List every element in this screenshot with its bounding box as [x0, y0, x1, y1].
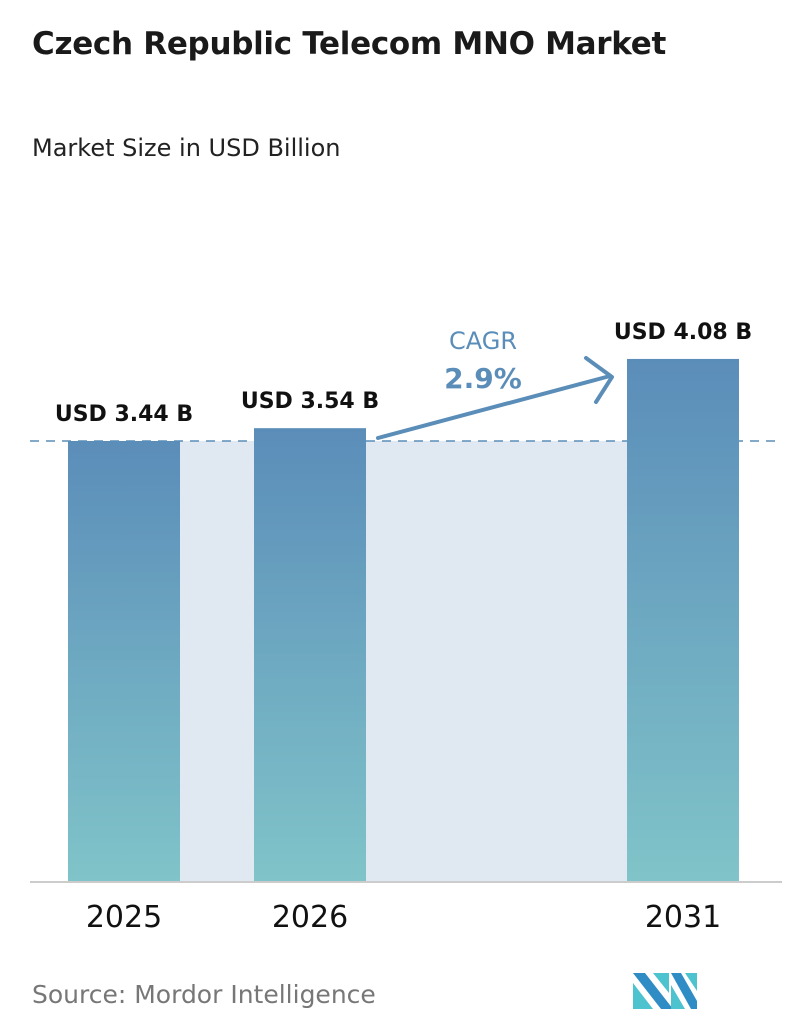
data-label-2025: USD 3.44 B — [55, 402, 193, 427]
x-tick-2025: 2025 — [86, 900, 162, 935]
cagr-label: CAGR — [449, 327, 517, 355]
chart-subtitle: Market Size in USD Billion — [32, 134, 341, 162]
mordor-intelligence-logo — [633, 973, 697, 1009]
bar-2026 — [254, 428, 366, 882]
x-tick-2026: 2026 — [272, 900, 348, 935]
growth-band — [180, 440, 627, 882]
data-label-2026: USD 3.54 B — [241, 389, 379, 414]
bar-chart: USD 3.44 B 2025 USD 3.54 B 2026 USD 4.08 B 20… — [30, 320, 782, 935]
bar-2031 — [627, 358, 739, 883]
cagr-value: 2.9% — [444, 362, 522, 395]
data-label-2031: USD 4.08 B — [614, 320, 752, 345]
chart-title: Czech Republic Telecom MNO Market — [32, 26, 667, 62]
x-tick-2031: 2031 — [645, 900, 721, 935]
cagr-arrow-head-icon — [584, 356, 614, 404]
source-note: Source: Mordor Intelligence — [32, 980, 376, 1009]
bar-2025 — [68, 440, 180, 882]
cagr-arrow-shaft — [376, 374, 612, 440]
